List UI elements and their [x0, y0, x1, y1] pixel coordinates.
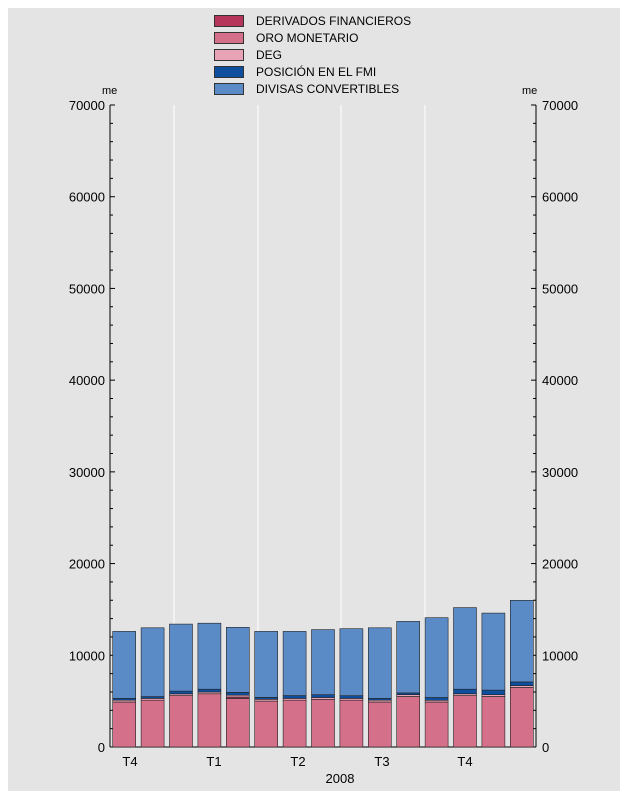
bar-segment — [197, 688, 222, 693]
bar-segment — [509, 599, 534, 683]
y-tick-label-right: 0 — [542, 740, 549, 755]
legend-swatch — [214, 83, 244, 95]
y-unit-left: me — [102, 85, 117, 97]
bar-segment — [509, 687, 534, 748]
x-tick-label: T3 — [374, 754, 389, 769]
y-tick-label-left: 60000 — [69, 190, 105, 205]
bar-segment — [254, 700, 278, 748]
bar-segment — [197, 693, 222, 748]
stacked-bar-chart: 0 0 10000 10000 20000 20000 30000 30000 40000 400… — [69, 85, 578, 786]
bar-segment — [453, 695, 477, 748]
bar-segment — [481, 612, 506, 691]
x-tick-label: T4 — [457, 754, 472, 769]
bar-segment — [112, 631, 136, 699]
bar-segment — [282, 631, 307, 696]
bar-segment — [424, 697, 449, 701]
y-tick-label-left: 10000 — [69, 648, 105, 663]
legend-label: DIVISAS CONVERTIBLES — [256, 82, 400, 96]
x-tick-label: T4 — [122, 754, 137, 769]
legend-swatch — [214, 66, 244, 78]
bar-segment — [282, 695, 307, 699]
bar-segment — [367, 701, 392, 748]
bar-segment — [481, 689, 506, 695]
y-tick-label-left: 30000 — [69, 465, 105, 480]
y-tick-label-right: 30000 — [542, 465, 578, 480]
bar-segment — [311, 629, 335, 695]
bar-segment — [140, 627, 165, 697]
bar-segment — [254, 697, 278, 700]
bar-segment — [453, 688, 477, 695]
bar-segment — [424, 617, 449, 698]
bar-segment — [453, 607, 477, 690]
y-tick-label-left: 40000 — [69, 373, 105, 388]
legend-swatch — [214, 49, 244, 61]
bar-segment — [169, 695, 193, 748]
legend-label: DERIVADOS FINANCIEROS — [256, 14, 412, 28]
bar-segment — [226, 692, 250, 696]
legend-label: ORO MONETARIO — [256, 31, 359, 45]
y-tick-label-left: 50000 — [69, 281, 105, 296]
chart-frame: DERIVADOS FINANCIEROS ORO MONETARIO DEG POS… — [8, 8, 620, 791]
bar-segment — [197, 622, 222, 690]
x-tick-label: T1 — [206, 754, 221, 769]
legend-swatch — [214, 32, 244, 44]
bar-segment — [226, 626, 250, 693]
legend-label: POSICIÓN EN EL FMI — [256, 65, 377, 79]
y-tick-label-right: 40000 — [542, 373, 578, 388]
bar-segment — [169, 690, 193, 695]
x-year-label: 2008 — [326, 771, 355, 786]
bar-segment — [367, 627, 392, 699]
bar-segment — [396, 696, 421, 748]
y-tick-label-right: 10000 — [542, 648, 578, 663]
bar-segment — [339, 628, 364, 697]
legend-swatch — [214, 15, 244, 27]
bar-segment — [339, 695, 364, 699]
bar-segment — [254, 631, 278, 698]
bar-segment — [424, 701, 449, 748]
x-tick-label: T2 — [290, 754, 305, 769]
y-tick-label-right: 50000 — [542, 281, 578, 296]
bar-segment — [226, 698, 250, 748]
bar-segment — [311, 694, 335, 698]
y-tick-label-left: 70000 — [69, 98, 105, 113]
bar-segment — [169, 623, 193, 692]
bar-segment — [339, 699, 364, 748]
bar-segment — [311, 698, 335, 748]
y-unit-right: me — [522, 85, 537, 97]
y-tick-label-right: 60000 — [542, 190, 578, 205]
y-tick-label-right: 20000 — [542, 557, 578, 572]
bar-segment — [509, 681, 534, 686]
bar-segment — [112, 701, 136, 748]
y-tick-label-right: 70000 — [542, 98, 578, 113]
bar-segment — [140, 699, 165, 748]
bar-segment — [396, 621, 421, 694]
legend-label: DEG — [256, 48, 283, 62]
bar-segment — [282, 699, 307, 748]
y-tick-label-left: 0 — [98, 740, 105, 755]
y-tick-label-left: 20000 — [69, 557, 105, 572]
bar-segment — [481, 696, 506, 748]
